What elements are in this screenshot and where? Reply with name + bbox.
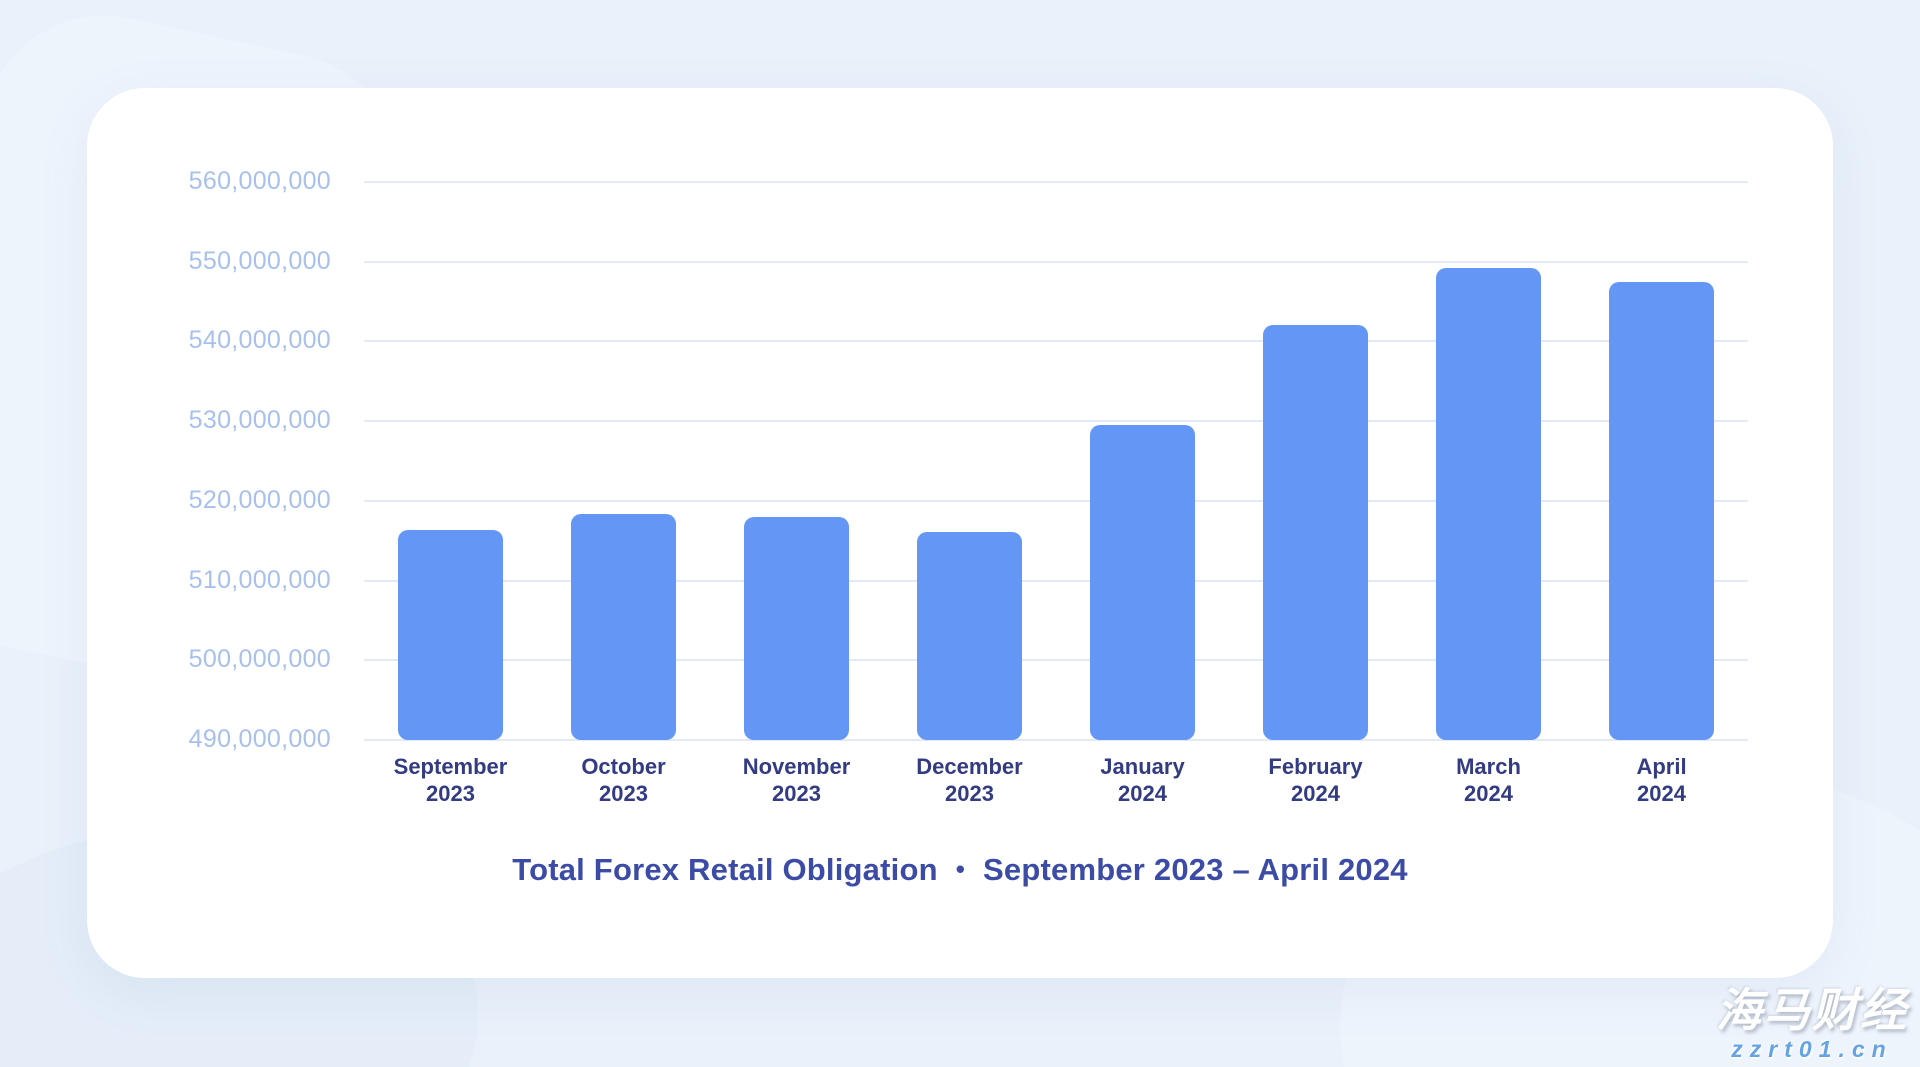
x-tick-month: February — [1268, 754, 1363, 779]
gridline — [364, 499, 1748, 502]
y-tick-label: 500,000,000 — [188, 645, 331, 674]
x-tick-label: December 2023 — [883, 754, 1056, 808]
x-tick-month: November — [742, 754, 851, 779]
x-tick-year: 2024 — [1291, 780, 1340, 806]
y-tick-label: 520,000,000 — [188, 485, 331, 514]
bar-april-2024 — [1609, 281, 1714, 740]
y-tick-label: 550,000,000 — [188, 246, 331, 275]
x-tick-year: 2023 — [599, 780, 648, 806]
x-tick-month: March — [1456, 754, 1521, 779]
x-tick-month: January — [1100, 754, 1185, 779]
gridline — [364, 739, 1748, 741]
watermark-url: zzrt01.cn — [1731, 1036, 1893, 1062]
x-tick-month: October — [581, 754, 666, 779]
bar-chart-plot-area — [364, 181, 1748, 741]
x-tick-label: January 2024 — [1056, 754, 1229, 808]
bar-january-2024 — [1090, 425, 1195, 740]
gridline — [364, 260, 1748, 263]
x-tick-label: March 2024 — [1402, 754, 1575, 808]
y-tick-label: 540,000,000 — [188, 326, 331, 355]
x-tick-year: 2024 — [1118, 780, 1167, 806]
y-tick-label: 560,000,000 — [188, 167, 331, 195]
x-tick-month: September — [393, 754, 508, 779]
gridline — [364, 579, 1748, 582]
x-tick-label: October 2023 — [537, 754, 710, 808]
x-tick-label: November 2023 — [710, 754, 883, 808]
bar-march-2024 — [1436, 268, 1541, 740]
bar-slot — [537, 182, 710, 740]
bar-february-2024 — [1263, 324, 1368, 740]
chart-card: 560,000,000 550,000,000 540,000,000 530,000… — [87, 88, 1833, 978]
x-tick-year: 2024 — [1464, 780, 1513, 806]
x-tick-year: 2023 — [426, 780, 475, 806]
x-tick-label: February 2024 — [1229, 754, 1402, 808]
x-tick-label: April 2024 — [1575, 754, 1748, 808]
watermark: 海马财经 zzrt01.cn — [1716, 983, 1908, 1063]
gridline — [364, 659, 1748, 662]
bar-november-2023 — [744, 516, 849, 740]
title-separator: • — [955, 854, 966, 884]
bar-september-2023 — [398, 530, 503, 740]
bar-december-2023 — [917, 531, 1022, 740]
watermark-brand: 海马财经 — [1716, 983, 1908, 1036]
bar-october-2023 — [571, 514, 676, 740]
bar-slot — [1402, 182, 1575, 740]
x-tick-month: April — [1636, 754, 1687, 779]
chart-title: Total Forex Retail Obligation • September … — [87, 852, 1833, 888]
bar-slot — [364, 182, 537, 740]
bar-slot — [1056, 182, 1229, 740]
bar-slot — [1229, 182, 1402, 740]
gridline — [364, 420, 1748, 423]
bar-slot — [710, 182, 883, 740]
gridline — [364, 340, 1748, 343]
gridline — [364, 181, 1748, 183]
y-axis-labels: 560,000,000 550,000,000 540,000,000 530,000… — [87, 167, 331, 753]
bar-slot — [1575, 182, 1748, 740]
y-tick-label: 510,000,000 — [188, 565, 331, 594]
y-tick-label: 530,000,000 — [188, 406, 331, 435]
x-axis-labels: September 2023 October 2023 November 2023 Dece… — [364, 754, 1748, 824]
x-tick-year: 2024 — [1637, 780, 1686, 806]
x-tick-year: 2023 — [772, 780, 821, 806]
chart-title-text: Total Forex Retail Obligation — [512, 852, 938, 887]
x-tick-month: December — [916, 754, 1023, 779]
y-tick-label: 490,000,000 — [188, 725, 331, 753]
chart-subtitle-text: September 2023 – April 2024 — [983, 852, 1408, 887]
x-tick-year: 2023 — [945, 780, 994, 806]
x-tick-label: September 2023 — [364, 754, 537, 808]
bar-slot — [883, 182, 1056, 740]
